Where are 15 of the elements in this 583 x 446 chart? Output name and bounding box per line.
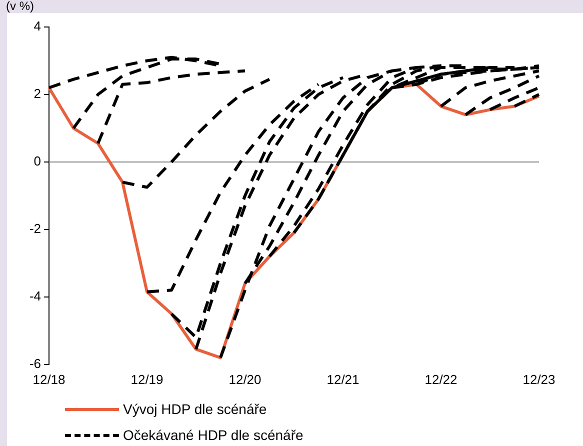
x-tick-label: 12/20	[228, 372, 262, 387]
y-axis-title: (v %)	[6, 0, 34, 13]
x-tick-label: 12/18	[32, 372, 66, 387]
y-tick-label: -4	[29, 288, 41, 304]
x-tick-label: 12/23	[522, 372, 556, 387]
y-tick-label: 0	[34, 154, 41, 169]
x-tick-label: 12/19	[130, 372, 164, 387]
legend-label: Vývoj HDP dle scénáře	[123, 401, 267, 417]
y-tick-label: -6	[29, 356, 41, 371]
x-tick-label: 12/22	[424, 372, 458, 387]
y-tick-label: -2	[29, 221, 41, 236]
x-tick-label: 12/21	[326, 372, 360, 387]
y-tick-label: 2	[34, 86, 41, 102]
y-tick-label: 4	[34, 18, 41, 34]
legend-label: Očekávané HDP dle scénáře	[123, 427, 304, 443]
